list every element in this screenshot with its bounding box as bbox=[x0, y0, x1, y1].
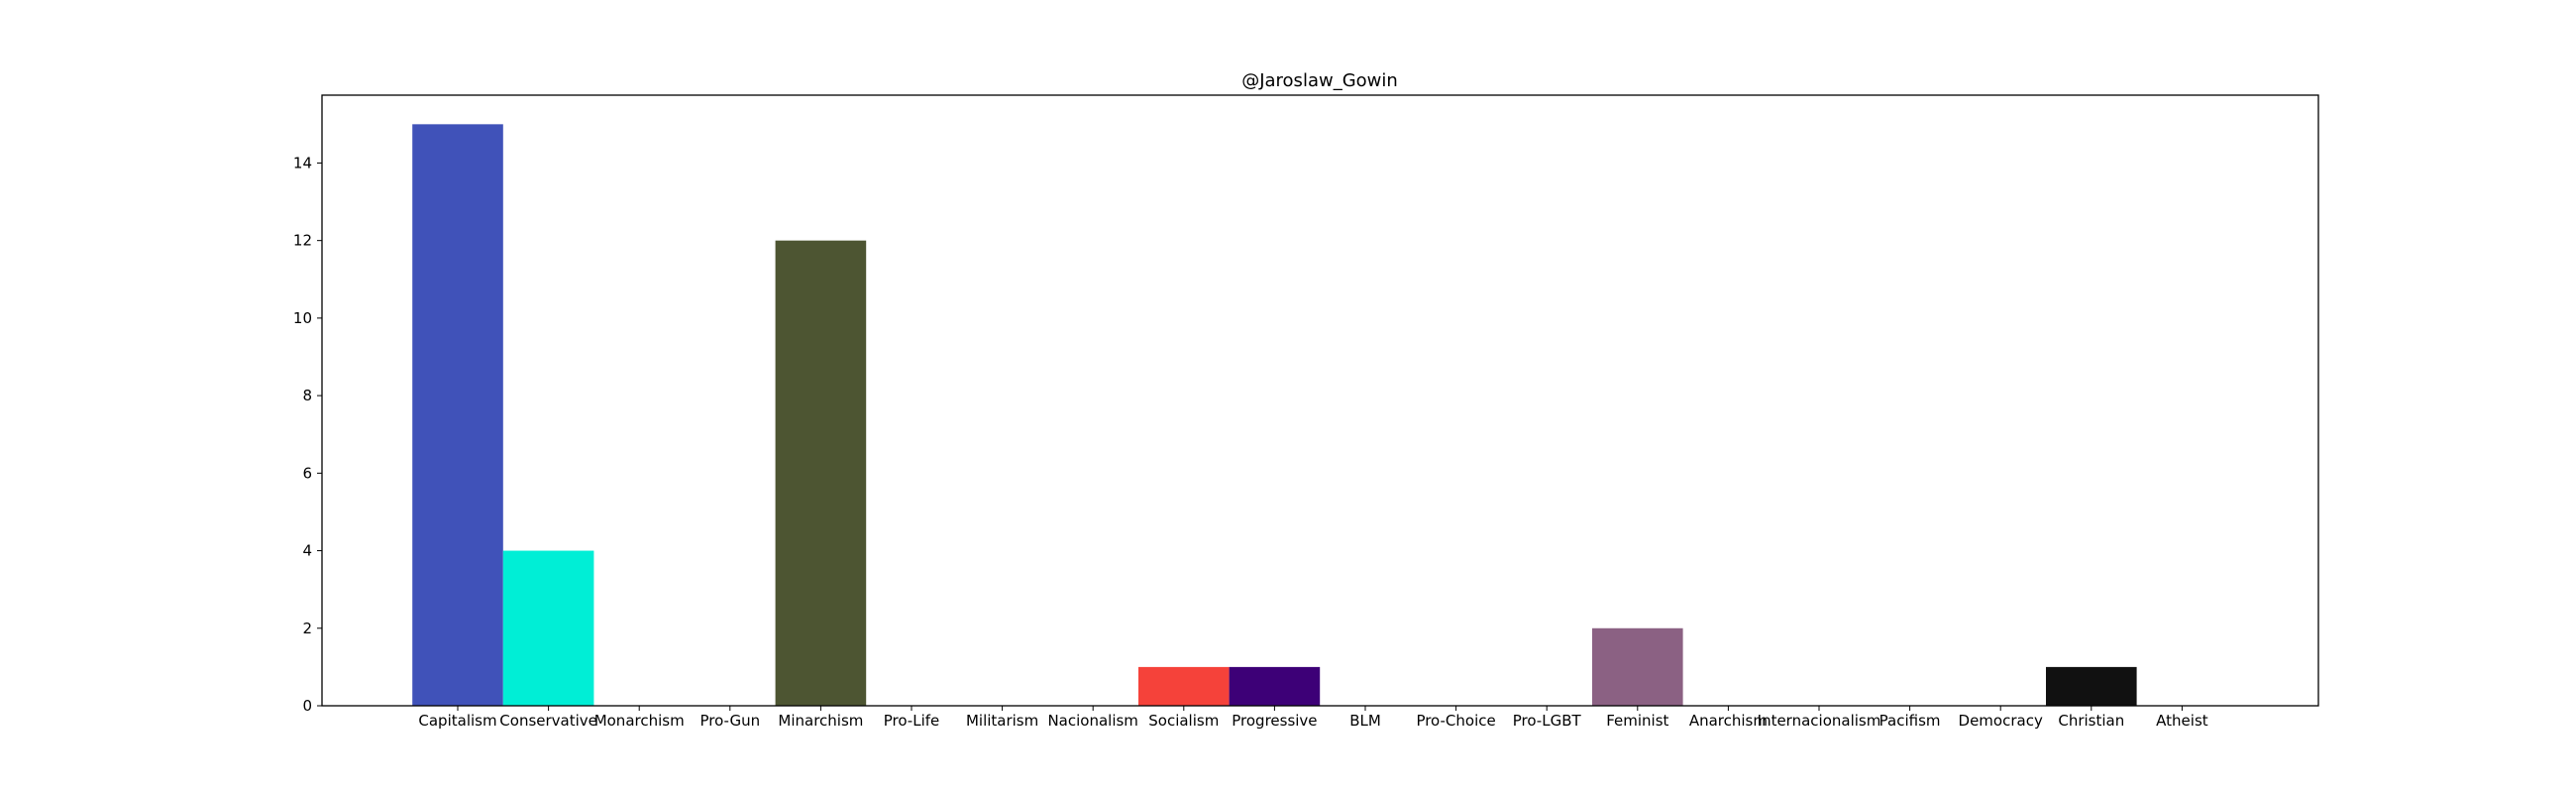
bar-capitalism bbox=[412, 124, 503, 707]
x-tick-label: Pro-Life bbox=[884, 712, 940, 730]
x-tick-label: BLM bbox=[1349, 712, 1381, 730]
x-tick-label: Progressive bbox=[1232, 712, 1317, 730]
plot-frame bbox=[321, 94, 2319, 707]
bar-christian bbox=[2046, 666, 2137, 706]
bar-minarchism bbox=[775, 240, 867, 706]
x-tick-label: Capitalism bbox=[418, 712, 496, 730]
x-tick-label: Pro-LGBT bbox=[1513, 712, 1582, 730]
x-tick-label: Nacionalism bbox=[1047, 712, 1137, 730]
y-tick-label: 10 bbox=[293, 309, 312, 327]
x-tick-label: Monarchism bbox=[594, 712, 685, 730]
x-tick-label: Democracy bbox=[1959, 712, 2043, 730]
x-tick-label: Feminist bbox=[1606, 712, 1668, 730]
y-axis: 0 2 4 6 8 10 12 14 bbox=[293, 154, 322, 715]
x-tick-label: Christian bbox=[2058, 712, 2124, 730]
x-tick-label: Anarchism bbox=[1689, 712, 1768, 730]
x-tick-label: Atheist bbox=[2156, 712, 2208, 730]
y-tick-label: 8 bbox=[302, 387, 312, 404]
y-tick-label: 12 bbox=[293, 232, 312, 250]
bar-socialism bbox=[1138, 666, 1230, 706]
x-tick-label: Socialism bbox=[1148, 712, 1219, 730]
y-tick-label: 0 bbox=[302, 697, 312, 715]
x-tick-label: Militarism bbox=[966, 712, 1038, 730]
bar-progressive bbox=[1229, 666, 1321, 706]
bars bbox=[412, 124, 2137, 707]
bar-feminist bbox=[1592, 627, 1683, 706]
x-tick-label: Pro-Choice bbox=[1416, 712, 1495, 730]
x-tick-label: Minarchism bbox=[778, 712, 863, 730]
bar-conservative bbox=[502, 550, 594, 706]
x-tick-label: Conservative bbox=[499, 712, 597, 730]
y-tick-label: 14 bbox=[293, 154, 312, 171]
x-tick-label: Pro-Gun bbox=[699, 712, 760, 730]
y-tick-label: 6 bbox=[302, 464, 312, 482]
y-tick-label: 4 bbox=[302, 542, 312, 560]
x-tick-label: Pacifism bbox=[1879, 712, 1941, 730]
x-tick-label: Internacionalism bbox=[1758, 712, 1881, 730]
y-tick-label: 2 bbox=[302, 620, 312, 637]
chart-title: @Jaroslaw_Gowin bbox=[1241, 70, 1398, 91]
